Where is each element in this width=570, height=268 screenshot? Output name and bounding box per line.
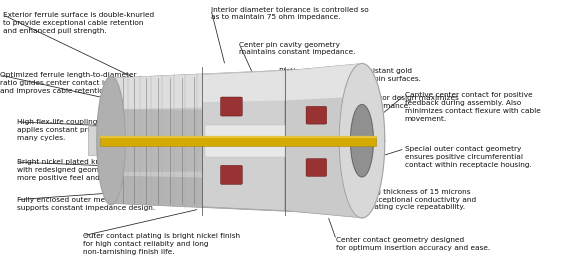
- Polygon shape: [339, 64, 385, 218]
- Text: Precision PTFE insulator design maximizes
RF/Video signal performance.: Precision PTFE insulator design maximize…: [302, 95, 459, 109]
- Text: Plating hole ensures consistant gold
deposition throughout all pin surfaces.: Plating hole ensures consistant gold dep…: [279, 68, 421, 82]
- Text: High flex-life coupling spring
applies constant pressure after
many cycles.: High flex-life coupling spring applies c…: [17, 119, 132, 141]
- Text: Outer contact plating is bright nickel finish
for high contact reliabity and lon: Outer contact plating is bright nickel f…: [83, 233, 240, 255]
- Text: Fully enclosed outer metal conductor
supports constant impedance design.: Fully enclosed outer metal conductor sup…: [17, 197, 156, 211]
- Polygon shape: [111, 176, 362, 215]
- Text: Captive center contact for positive
feedback during assembly. Also
minimizes con: Captive center contact for positive feed…: [405, 92, 540, 122]
- Polygon shape: [202, 71, 285, 102]
- Polygon shape: [97, 77, 125, 205]
- Text: Exterior ferrule surface is double-knurled
to provide exceptional cable retentio: Exterior ferrule surface is double-knurl…: [3, 12, 154, 34]
- Text: Center contact geometry designed
for optimum insertion accuracy and ease.: Center contact geometry designed for opt…: [336, 237, 491, 251]
- Polygon shape: [202, 71, 285, 211]
- Text: Gold plating thickness of 15 microns
provides exceptional conductivity and
ensur: Gold plating thickness of 15 microns pro…: [336, 189, 477, 210]
- Polygon shape: [111, 67, 362, 109]
- Text: Optimized ferrule length-to-diameter
ratio guides center contact insertion
and i: Optimized ferrule length-to-diameter rat…: [0, 72, 136, 94]
- FancyBboxPatch shape: [306, 159, 327, 176]
- Text: Bright nickel plated knurl region
with redesigned geometry for
more positive fee: Bright nickel plated knurl region with r…: [17, 159, 136, 181]
- Polygon shape: [351, 105, 373, 177]
- Polygon shape: [111, 67, 362, 215]
- Polygon shape: [117, 109, 202, 172]
- Polygon shape: [88, 126, 120, 155]
- Text: Center pin cavity geometry
maintains constant impedance.: Center pin cavity geometry maintains con…: [239, 42, 356, 55]
- Text: Interior diameter tolerance is controlled so
as to maintain 75 ohm impedance.: Interior diameter tolerance is controlle…: [211, 7, 369, 20]
- Polygon shape: [205, 125, 285, 157]
- FancyBboxPatch shape: [221, 165, 242, 184]
- Polygon shape: [285, 64, 362, 100]
- Polygon shape: [100, 136, 376, 146]
- FancyBboxPatch shape: [306, 106, 327, 124]
- FancyBboxPatch shape: [221, 97, 242, 116]
- Text: Special outer contact geometry
ensures positive circumferential
contact within r: Special outer contact geometry ensures p…: [405, 146, 532, 168]
- Polygon shape: [285, 64, 362, 218]
- Polygon shape: [100, 136, 376, 137]
